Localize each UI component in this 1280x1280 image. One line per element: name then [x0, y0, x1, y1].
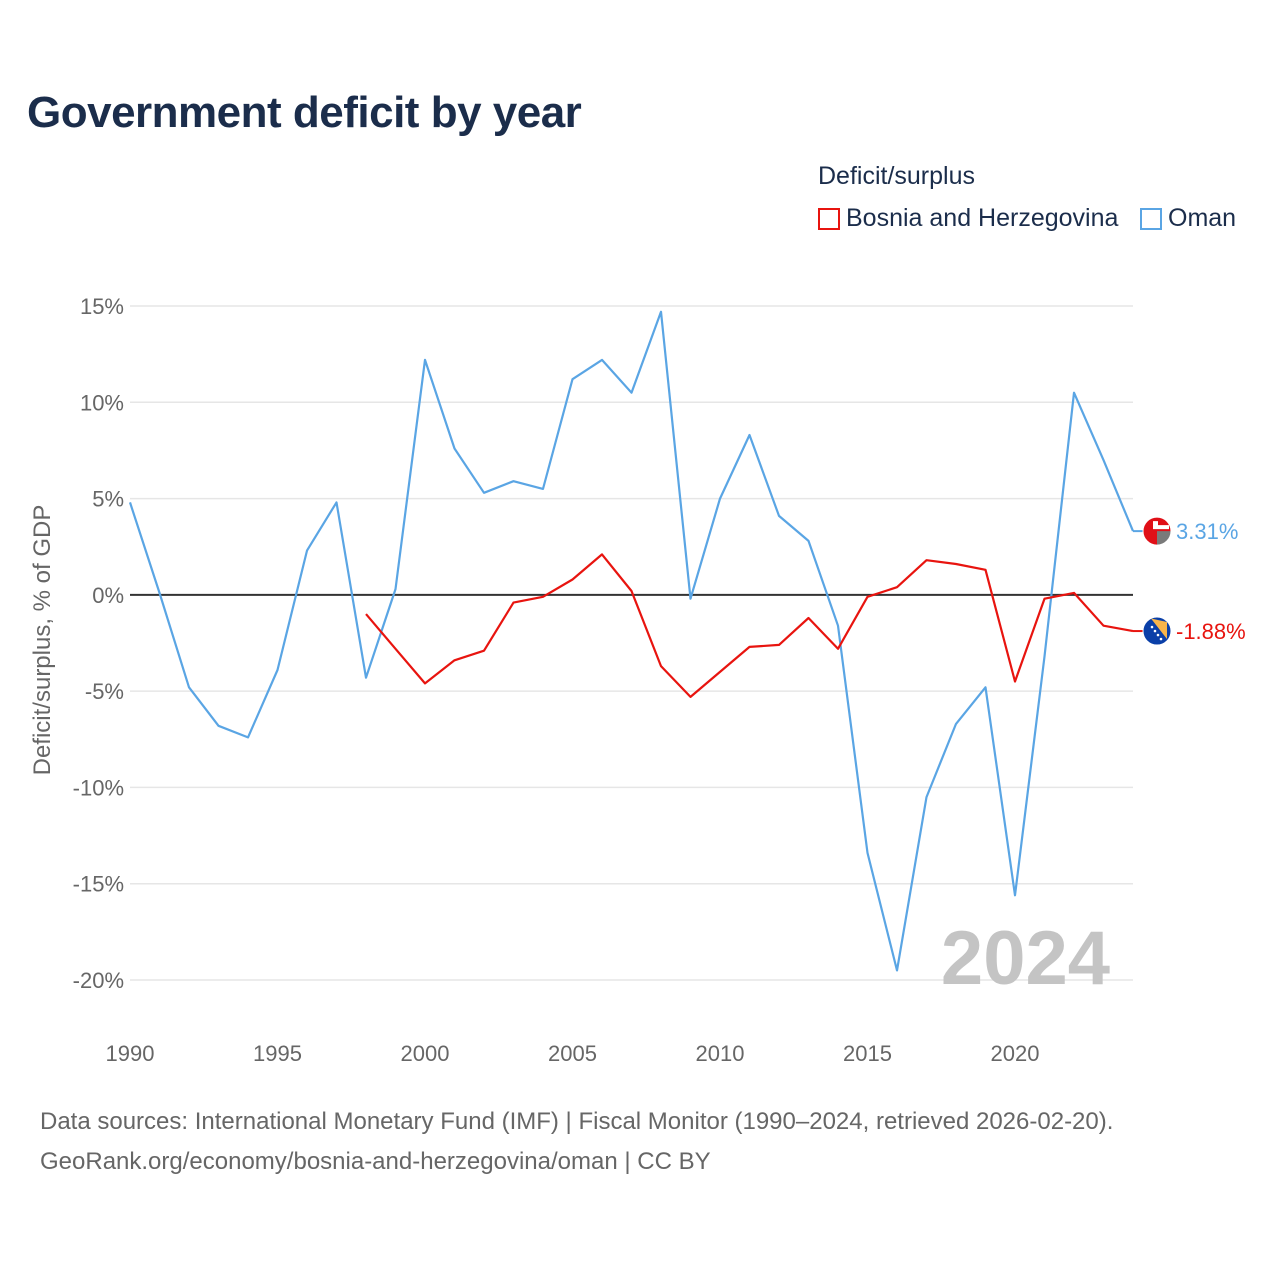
flag-band	[1153, 521, 1169, 530]
y-axis-ticks: 15% 10% 5% 0% -5% -10% -15% -20%	[73, 294, 124, 993]
x-tick-label: 2010	[696, 1041, 745, 1066]
chart-title: Government deficit by year	[27, 88, 582, 137]
series-line-bosnia-and-herzegovina	[365, 553, 1134, 699]
y-axis-label: Deficit/surplus, % of GDP	[29, 505, 56, 776]
legend-swatch-bosnia	[818, 207, 840, 230]
flag-ring	[1142, 616, 1172, 646]
legend-title: Deficit/surplus	[818, 162, 975, 190]
source-note: Data sources: International Monetary Fun…	[40, 1108, 1114, 1135]
gridlines	[130, 305, 1133, 981]
x-axis-ticks: 1990 1995 2000 2005 2010 2015 2020	[106, 1041, 1040, 1066]
x-tick-label: 2000	[401, 1041, 450, 1066]
chart-plot: 15% 10% 5% 0% -5% -10% -15% -20% 1990 1995 2000 20…	[29, 294, 1246, 1066]
x-tick-label: 2020	[991, 1041, 1040, 1066]
year-watermark: 2024	[941, 916, 1110, 1001]
flag-triangle	[1151, 618, 1167, 640]
flag-star	[1153, 629, 1157, 633]
end-value-label: -1.88%	[1176, 619, 1246, 644]
y-tick-label: 0%	[92, 583, 124, 608]
flag-ring	[1142, 516, 1172, 546]
x-tick-label: 1995	[253, 1041, 302, 1066]
y-tick-label: 15%	[80, 294, 124, 319]
y-tick-label: 5%	[92, 487, 124, 512]
legend-item-bosnia[interactable]: Bosnia and Herzegovina	[818, 204, 1118, 233]
legend-swatch-oman	[1140, 207, 1162, 230]
legend-label-bosnia: Bosnia and Herzegovina	[846, 204, 1119, 232]
end-value-label: 3.31%	[1176, 519, 1238, 544]
flag-star	[1159, 637, 1163, 641]
source-link[interactable]: GeoRank.org/economy/bosnia-and-herzegovi…	[40, 1148, 711, 1175]
flag-star	[1150, 625, 1154, 629]
y-tick-label: -15%	[73, 872, 124, 897]
flag-star	[1156, 633, 1160, 637]
x-tick-label: 1990	[106, 1041, 155, 1066]
bosnia-flag-icon	[1143, 617, 1171, 646]
y-tick-label: -5%	[85, 679, 124, 704]
oman-flag-icon	[1143, 517, 1171, 546]
x-tick-label: 2005	[548, 1041, 597, 1066]
y-tick-label: -10%	[73, 775, 124, 800]
legend-item-oman[interactable]: Oman	[1140, 204, 1236, 233]
series-end-labels: 3.31% -1.88%	[1133, 516, 1246, 646]
series-lines	[128, 310, 1135, 972]
x-tick-label: 2015	[843, 1041, 892, 1066]
series-line-oman	[128, 310, 1135, 972]
y-tick-label: -20%	[73, 968, 124, 993]
flag-quadrant	[1157, 531, 1171, 546]
legend-label-oman: Oman	[1168, 204, 1237, 232]
y-tick-label: 10%	[80, 390, 124, 415]
